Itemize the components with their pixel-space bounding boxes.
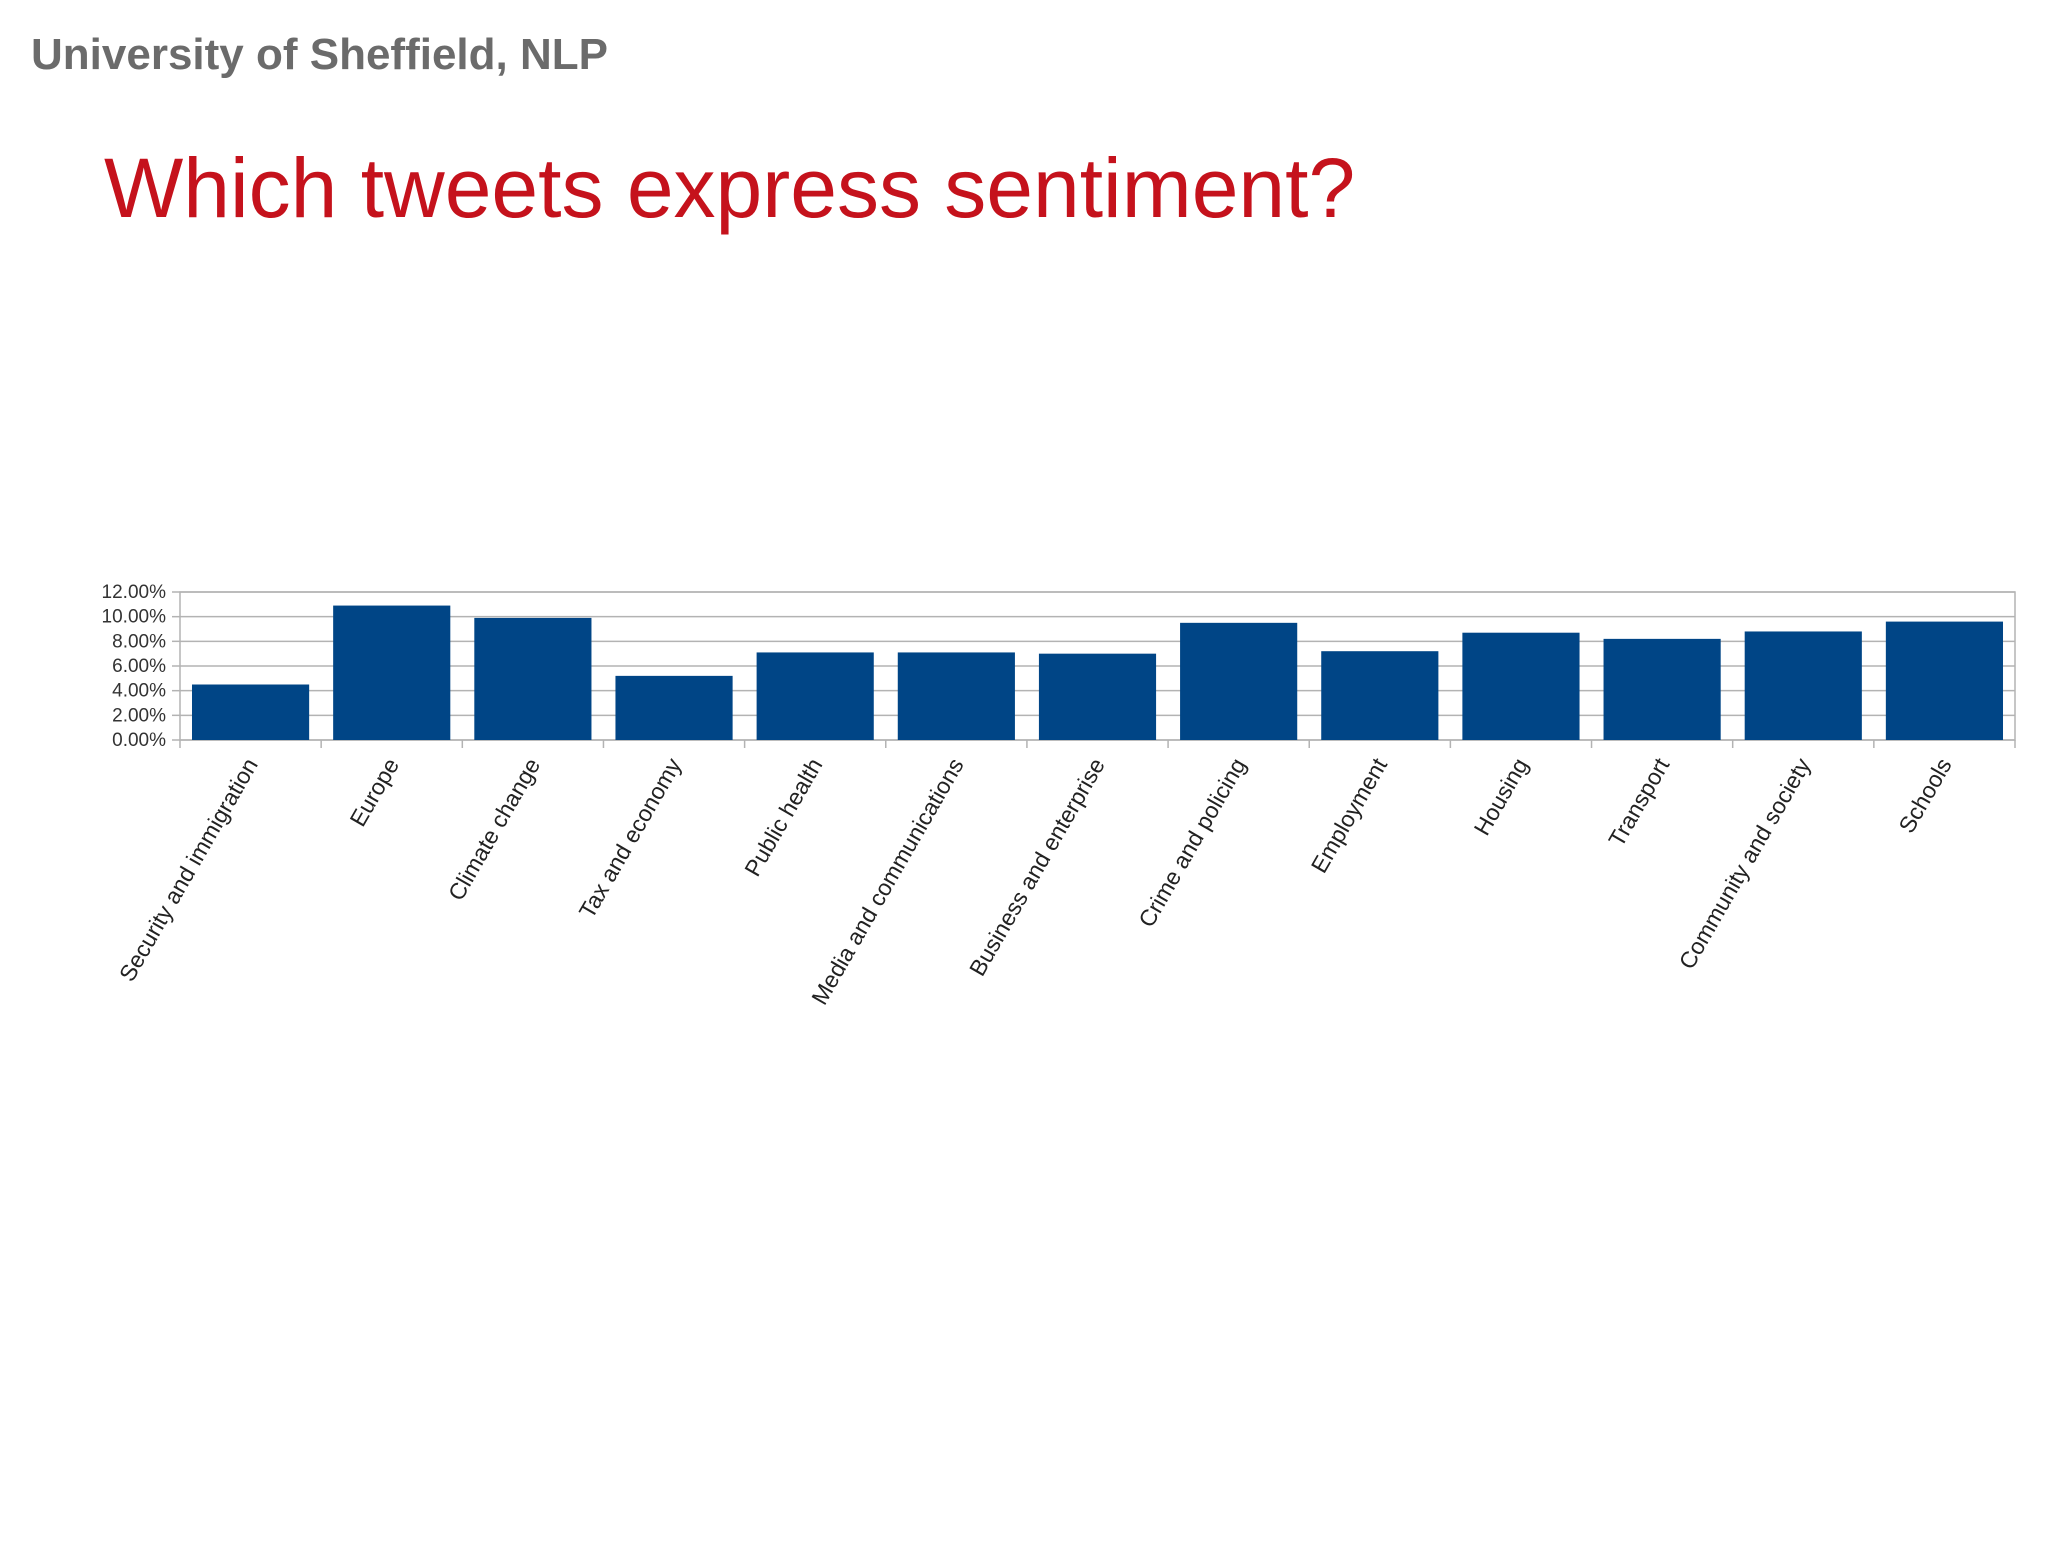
x-tick-label: Security and immigration <box>114 754 263 986</box>
bar <box>191 684 310 740</box>
x-tick-label: Europe <box>344 754 404 831</box>
y-tick-label: 6.00% <box>112 656 166 677</box>
axis-layer: 0.00% 2.00% 4.00% 6.00% 8.00% 10.00% 12.00% <box>102 582 2016 751</box>
org-header: University of Sheffield, NLP <box>31 30 608 79</box>
y-tick-label: 0.00% <box>112 730 166 751</box>
bar <box>897 652 1015 740</box>
bar <box>615 675 733 740</box>
x-tick-label: Housing <box>1469 754 1534 840</box>
x-tick-label: Transport <box>1603 753 1675 851</box>
bar <box>1038 653 1157 740</box>
label-layer: Security and immigration Europe Climate ch… <box>114 753 1957 1009</box>
y-tick-label: 4.00% <box>112 681 166 702</box>
x-tick-label: Business and enterprise <box>964 754 1110 981</box>
bar <box>1744 631 1862 740</box>
x-tick-label: Employment <box>1306 753 1393 877</box>
bar <box>1180 622 1298 740</box>
slide-title: Which tweets express sentiment? <box>104 141 1356 235</box>
bar <box>756 652 874 740</box>
bar <box>1885 621 2004 740</box>
x-tick-label: Tax and economy <box>574 753 687 923</box>
bar <box>333 605 451 740</box>
bar <box>1462 632 1580 740</box>
x-tick-label: Public health <box>739 754 827 881</box>
bar <box>1321 651 1439 740</box>
x-tick-label: Media and communications <box>806 754 969 1009</box>
x-tick-label: Schools <box>1893 754 1956 838</box>
x-tick-label: Community and society <box>1674 753 1816 973</box>
y-tick-label: 8.00% <box>112 631 166 652</box>
y-tick-label: 2.00% <box>112 705 166 726</box>
bar <box>1603 638 1721 740</box>
bar-layer <box>191 605 2004 740</box>
x-tick-label: Crime and policing <box>1133 754 1251 932</box>
y-tick-label: 12.00% <box>102 582 167 603</box>
y-tick-label: 10.00% <box>102 607 167 628</box>
x-tick-label: Climate change <box>443 754 545 905</box>
bar <box>474 617 592 740</box>
